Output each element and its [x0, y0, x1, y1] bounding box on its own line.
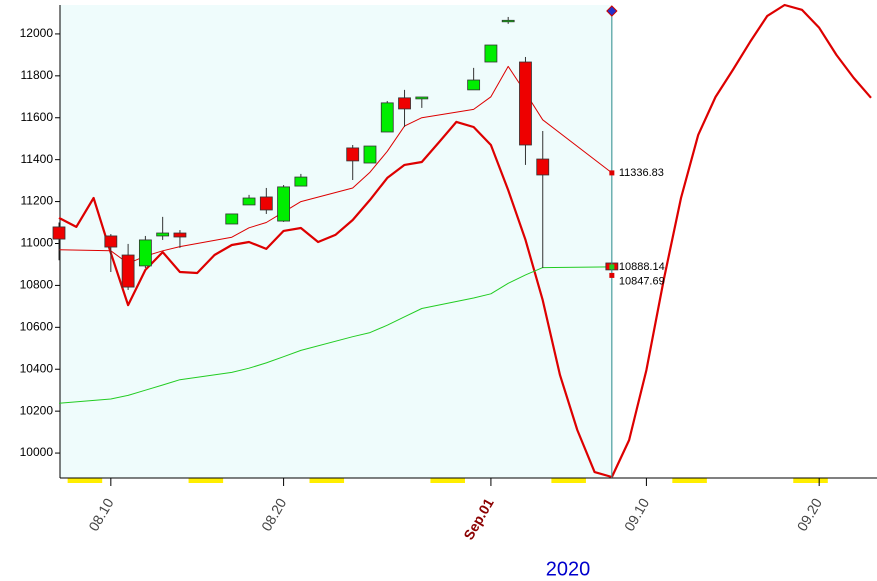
candle-body — [363, 145, 377, 164]
annotation-label: 10888.14 — [619, 261, 665, 273]
candle-body — [415, 96, 429, 100]
weekend-marker — [67, 478, 103, 483]
y-tick-label: 11600 — [21, 110, 54, 124]
y-tick-label: 10200 — [20, 403, 54, 417]
annotation-label: 11336.83 — [619, 167, 664, 179]
weekend-marker — [551, 478, 586, 483]
line-series — [58, 65, 613, 264]
x-tick-label: 08.10 — [85, 495, 116, 534]
weekend-marker — [309, 478, 345, 483]
annotation-marker — [609, 272, 615, 278]
candle-body — [380, 102, 394, 133]
y-tick-label: 10600 — [20, 319, 54, 333]
candle-body — [52, 226, 66, 240]
candle-body — [121, 254, 135, 288]
candle-body — [519, 61, 532, 146]
candle-body — [259, 196, 273, 211]
candle-body — [225, 213, 239, 225]
candle-body — [484, 44, 498, 63]
line-series — [58, 3, 872, 479]
y-tick-label: 10000 — [20, 445, 54, 459]
candle-body — [346, 147, 360, 162]
weekend-marker — [793, 478, 828, 483]
line-series — [58, 266, 612, 404]
y-tick-label: 11800 — [21, 68, 54, 82]
y-tick-label: 11000 — [21, 236, 54, 250]
candle-body — [501, 19, 515, 23]
candle-body — [173, 232, 187, 238]
candle-body — [467, 79, 481, 91]
y-tick-label: 11400 — [21, 152, 54, 166]
weekend-marker — [188, 478, 224, 483]
x-tick-label: Sep.01 — [460, 495, 497, 542]
candle-body — [294, 176, 308, 187]
weekend-marker — [672, 478, 707, 483]
x-tick-label: 09.20 — [794, 495, 825, 534]
candle-body — [277, 186, 290, 222]
annotation-label: 10847.69 — [619, 275, 665, 287]
candle-body — [398, 97, 411, 110]
candle-body — [138, 239, 152, 267]
y-tick-label: 11200 — [21, 194, 54, 208]
y-tick-label: 10800 — [20, 278, 54, 292]
cursor-marker — [606, 5, 618, 17]
candle-body — [536, 158, 550, 176]
y-tick-label: 10400 — [20, 361, 54, 375]
x-tick-label: 09.10 — [621, 495, 652, 534]
y-tick-label: 12000 — [20, 26, 54, 40]
candle-body — [242, 197, 256, 206]
weekend-marker — [430, 478, 465, 483]
candle-body — [104, 235, 118, 248]
x-tick-label: 08.20 — [258, 495, 289, 534]
annotation-marker — [609, 170, 615, 176]
candle-body — [156, 232, 170, 237]
annotation-marker — [609, 264, 615, 270]
year-label: 2020 — [546, 558, 591, 580]
